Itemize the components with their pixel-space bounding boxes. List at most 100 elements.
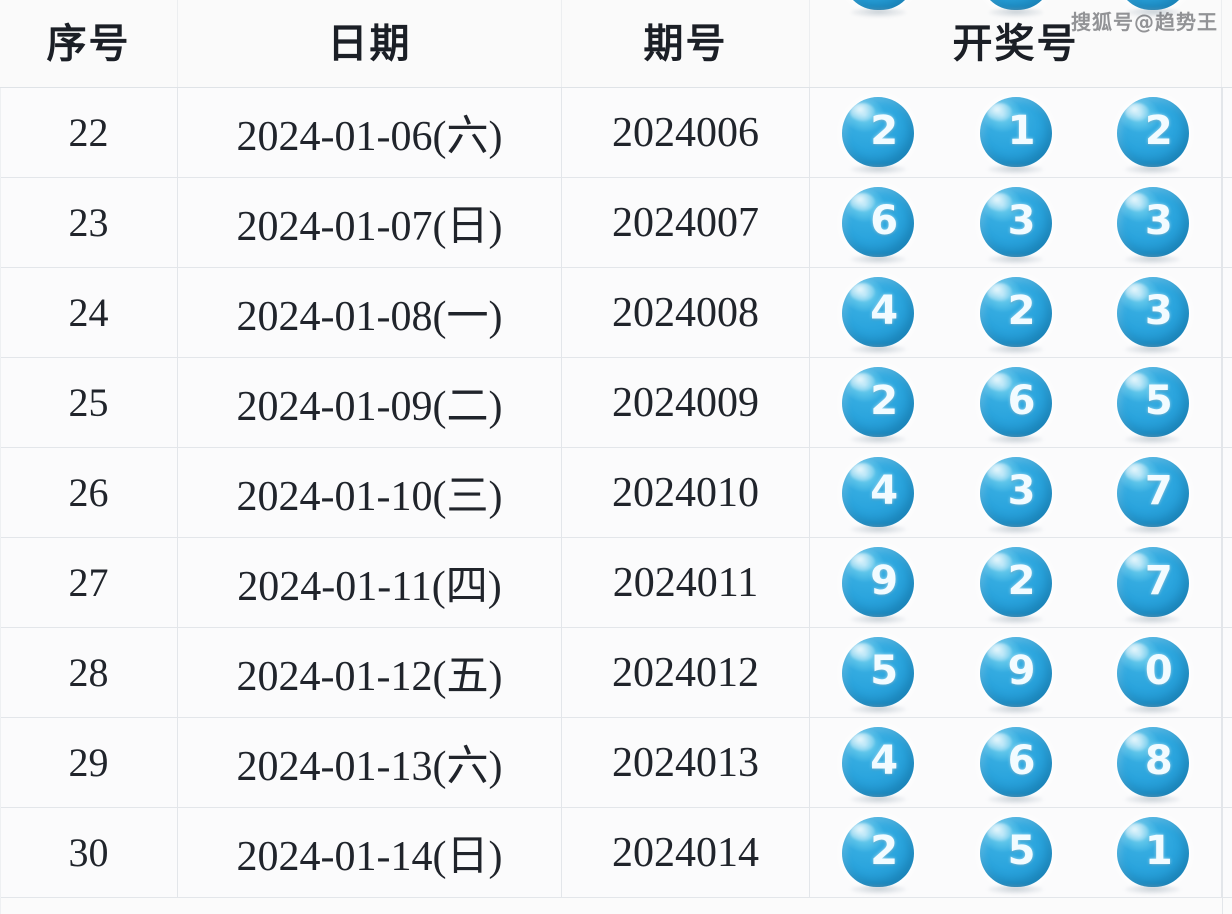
column-header-date: 日期 bbox=[178, 0, 562, 87]
lottery-ball: 2 bbox=[979, 276, 1052, 354]
ball-slot: 3 bbox=[1084, 186, 1221, 264]
ball-sphere: 1 bbox=[1116, 816, 1189, 887]
lottery-ball: 0 bbox=[1116, 636, 1189, 714]
table-row[interactable]: 24 2024-01-08(一) 2024008 4 2 3 bbox=[0, 268, 1232, 358]
ball-slot: 2 bbox=[1084, 96, 1221, 174]
ball-sphere: 4 bbox=[842, 726, 915, 797]
lottery-ball: 6 bbox=[979, 366, 1052, 444]
ball-shadow bbox=[988, 794, 1043, 804]
ball-sphere: 0 bbox=[1116, 636, 1189, 707]
cell-seq: 25 bbox=[0, 358, 178, 447]
table-row[interactable]: 22 2024-01-06(六) 2024006 2 1 2 bbox=[0, 88, 1232, 178]
ball-group: 2 1 2 bbox=[810, 88, 1221, 177]
ball-shadow bbox=[850, 704, 906, 714]
table-row[interactable]: 23 2024-01-07(日) 2024007 6 3 3 bbox=[0, 178, 1232, 268]
ball-slot: 9 bbox=[947, 636, 1084, 714]
cell-date: 2024-01-08(一) bbox=[178, 268, 562, 357]
ball-shadow bbox=[988, 434, 1043, 444]
ball-slot: 6 bbox=[810, 186, 947, 264]
ball-shadow bbox=[988, 614, 1043, 624]
lottery-ball: 6 bbox=[979, 726, 1052, 804]
ball-number: 2 bbox=[870, 827, 899, 874]
cell-seq: 24 bbox=[0, 268, 178, 357]
ball-shadow bbox=[1125, 794, 1181, 804]
table-left-edge bbox=[0, 0, 1, 914]
ball-shadow bbox=[850, 884, 906, 894]
ball-slot: 5 bbox=[947, 816, 1084, 894]
table-right-edge bbox=[1222, 0, 1223, 914]
cell-issue: 2024009 bbox=[562, 358, 810, 447]
seq-value: 26 bbox=[68, 470, 109, 515]
date-value: 2024-01-12(五) bbox=[236, 654, 503, 700]
cell-issue: 2024014 bbox=[562, 808, 810, 897]
issue-value: 2024009 bbox=[612, 379, 759, 426]
ball-slot: 5 bbox=[810, 636, 947, 714]
table-row[interactable]: 29 2024-01-13(六) 2024013 4 6 8 bbox=[0, 718, 1232, 808]
ball-shadow bbox=[988, 884, 1043, 894]
ball-number: 4 bbox=[870, 287, 899, 334]
ball-slot: 7 bbox=[1084, 456, 1221, 534]
lottery-ball: 4 bbox=[842, 456, 915, 534]
ball-group: 4 6 8 bbox=[810, 718, 1221, 807]
lottery-ball: 9 bbox=[979, 636, 1052, 714]
date-value: 2024-01-08(一) bbox=[236, 294, 503, 340]
ball-slot: 6 bbox=[947, 726, 1084, 804]
ball-number: 3 bbox=[1144, 287, 1173, 334]
issue-value: 2024008 bbox=[612, 289, 759, 336]
ball-sphere: 2 bbox=[842, 816, 915, 887]
cell-seq: 22 bbox=[0, 88, 178, 177]
lottery-ball: 2 bbox=[979, 546, 1052, 624]
ball-sphere: 9 bbox=[979, 636, 1052, 707]
ball-number: 8 bbox=[1144, 737, 1173, 784]
cell-seq: 28 bbox=[0, 628, 178, 717]
ball-number: 1 bbox=[1144, 827, 1173, 874]
table-row[interactable]: 27 2024-01-11(四) 2024011 9 2 7 bbox=[0, 538, 1232, 628]
cell-date: 2024-01-10(三) bbox=[178, 448, 562, 537]
ball-sphere: 5 bbox=[1116, 366, 1189, 437]
seq-value: 23 bbox=[68, 200, 109, 245]
ball-sphere: 5 bbox=[842, 636, 915, 707]
lottery-ball: 5 bbox=[979, 816, 1052, 894]
lottery-ball: 7 bbox=[1116, 456, 1189, 534]
ball-number: 2 bbox=[870, 377, 899, 424]
cell-seq: 27 bbox=[0, 538, 178, 627]
ball-shadow bbox=[1125, 524, 1181, 534]
ball-number: 9 bbox=[1007, 647, 1036, 694]
ball-number: 3 bbox=[1007, 467, 1036, 514]
date-value: 2024-01-07(日) bbox=[236, 204, 503, 250]
ball-slot: 2 bbox=[947, 276, 1084, 354]
date-value: 2024-01-10(三) bbox=[236, 474, 503, 520]
ball-slot: 4 bbox=[810, 276, 947, 354]
lottery-ball: 4 bbox=[842, 276, 915, 354]
table-row[interactable]: 26 2024-01-10(三) 2024010 4 3 7 bbox=[0, 448, 1232, 538]
cell-issue: 2024006 bbox=[562, 88, 810, 177]
ball-sphere: 6 bbox=[842, 186, 915, 257]
cell-draw-numbers: 2 1 2 bbox=[810, 88, 1222, 177]
ball-sphere: 9 bbox=[842, 546, 915, 617]
ball-slot: 3 bbox=[947, 186, 1084, 264]
table-row[interactable]: 28 2024-01-12(五) 2024012 5 9 0 bbox=[0, 628, 1232, 718]
column-header-date-label: 日期 bbox=[327, 20, 412, 67]
ball-slot: 2 bbox=[810, 366, 947, 444]
cell-issue: 2024007 bbox=[562, 178, 810, 267]
ball-slot: 4 bbox=[810, 456, 947, 534]
ball-shadow bbox=[988, 344, 1043, 354]
ball-shadow bbox=[850, 614, 906, 624]
ball-slot: 1 bbox=[1084, 816, 1221, 894]
cell-seq: 23 bbox=[0, 178, 178, 267]
date-value: 2024-01-06(六) bbox=[236, 114, 503, 160]
cell-draw-numbers: 2 6 5 bbox=[810, 358, 1222, 447]
lottery-ball: 6 bbox=[842, 186, 915, 264]
ball-sphere: 3 bbox=[979, 186, 1052, 257]
table-row[interactable]: 25 2024-01-09(二) 2024009 2 6 5 bbox=[0, 358, 1232, 448]
ball-shadow bbox=[1125, 434, 1181, 444]
ball-slot: 1 bbox=[947, 96, 1084, 174]
ball-shadow bbox=[1125, 344, 1181, 354]
table-row[interactable]: 30 2024-01-14(日) 2024014 2 5 1 bbox=[0, 808, 1232, 898]
column-header-seq: 序号 bbox=[0, 0, 178, 87]
lottery-ball: 2 bbox=[842, 816, 915, 894]
ball-sphere: 7 bbox=[1116, 456, 1189, 527]
cell-date: 2024-01-12(五) bbox=[178, 628, 562, 717]
cell-date: 2024-01-09(二) bbox=[178, 358, 562, 447]
ball-shadow bbox=[850, 344, 906, 354]
